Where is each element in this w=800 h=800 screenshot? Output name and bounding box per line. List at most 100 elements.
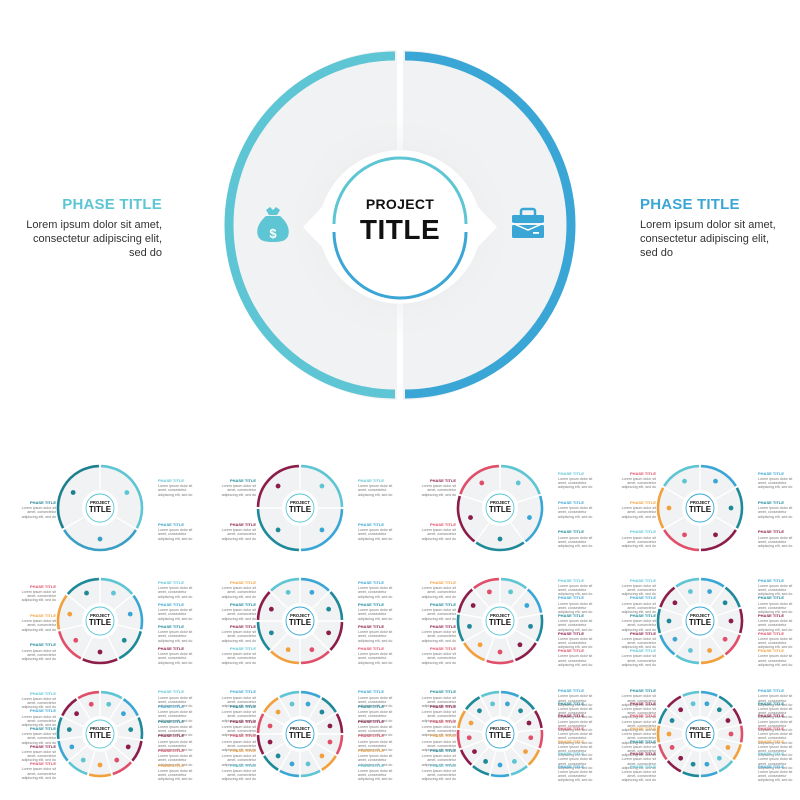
- thumbnail-center-title: PROJECT TITLE: [80, 500, 120, 514]
- phase-icon: [722, 636, 728, 642]
- phase-description: Lorem ipsum dolor sit amet, consectetur …: [421, 608, 456, 621]
- phase-title: PHASE TITLE: [29, 583, 56, 589]
- thumbnail-phase-label: PHASE TITLE Lorem ipsum dolor sit amet, c…: [758, 764, 798, 783]
- phase-title: PHASE TITLE: [29, 761, 56, 767]
- center-line1: PROJECT: [490, 500, 510, 505]
- phase-icon: [672, 600, 678, 606]
- phase-icon: [275, 753, 281, 759]
- thumbnail-diagram: [656, 690, 744, 778]
- phase-title: PHASE TITLE: [558, 630, 585, 636]
- phase-icon: [309, 589, 315, 595]
- thumbnail-diagram: [256, 577, 344, 665]
- phase-description: Lorem ipsum dolor sit amet, consectetur …: [758, 619, 793, 632]
- phase-icon: [704, 761, 710, 767]
- phase-icon: [669, 745, 675, 750]
- thumbnail-phase-label: PHASE TITLE Lorem ipsum dolor sit amet, c…: [16, 691, 56, 710]
- thumbnail-phase-label: PHASE TITLE Lorem ipsum dolor sit amet, c…: [758, 701, 798, 720]
- thumbnail-phase-label: PHASE TITLE Lorem ipsum dolor sit amet, c…: [558, 578, 598, 597]
- thumbnail-10-phases[interactable]: PROJECT TITLE PHASE TITLE Lorem ipsum dolor…: [600, 568, 800, 680]
- phase-icon: [327, 723, 333, 729]
- phase-icon: [319, 709, 325, 715]
- phase-description: Lorem ipsum dolor sit amet, consectetur …: [758, 744, 793, 758]
- phase-description: Lorem ipsum dolor sit amet, consectetur …: [158, 652, 193, 665]
- center-badge: [303, 150, 497, 304]
- thumbnail-13-phases[interactable]: PROJECT TITLE PHASE TITLE Lorem ipsum dolor…: [400, 681, 600, 793]
- thumbnail-diagram: [256, 464, 344, 552]
- thumbnail-9-phases[interactable]: PROJECT TITLE PHASE TITLE Lorem ipsum dolor…: [400, 568, 600, 680]
- thumbnail-diagram: [56, 577, 144, 665]
- thumbnail-phase-label: PHASE TITLE Lorem ipsum dolor sit amet, c…: [558, 530, 598, 548]
- phase-icon: [326, 630, 332, 636]
- phase-title: PHASE TITLE: [29, 743, 56, 749]
- phase-icon: [728, 505, 734, 511]
- phase-title: PHASE TITLE: [758, 648, 785, 654]
- phase-icon: [713, 478, 718, 484]
- phase-icon: [73, 637, 79, 643]
- thumbnail-11-phases[interactable]: PROJECT TITLE PHASE TITLE Lorem ipsum dolor…: [0, 681, 200, 793]
- thumbnail-14-phases[interactable]: PROJECT TITLE PHASE TITLE Lorem ipsum dolor…: [600, 681, 800, 793]
- phase-icon: [688, 648, 693, 653]
- thumbnail-phase-label: PHASE TITLE Lorem ipsum dolor sit amet, c…: [558, 500, 598, 519]
- phase-description: Lorem ipsum dolor sit amet, consectetur …: [358, 528, 393, 541]
- phase-icon: [688, 589, 693, 594]
- phase-title: PHASE TITLE: [358, 762, 385, 768]
- thumbnail-center-title: PROJECT TITLE: [280, 726, 320, 740]
- phase-title: PHASE TITLE: [558, 500, 585, 505]
- phase-icon: [275, 527, 281, 533]
- thumbnail-phase-label: PHASE TITLE Lorem ipsum dolor sit amet, c…: [616, 530, 656, 548]
- thumbnail-7-phases[interactable]: PROJECT TITLE PHASE TITLE Lorem ipsum dolor…: [0, 568, 200, 680]
- phase-description: Lorem ipsum dolor sit amet, consectetur …: [21, 697, 56, 710]
- phase-title: PHASE TITLE: [158, 762, 185, 768]
- phase-icon: [88, 701, 94, 707]
- thumbnail-center-title: PROJECT TITLE: [80, 613, 120, 627]
- phase-icon: [672, 636, 678, 642]
- phase-icon: [267, 723, 273, 729]
- phase-description: Lorem ipsum dolor sit amet, consectetur …: [758, 757, 793, 770]
- phase-icon: [666, 618, 672, 624]
- thumbnail-phase-label: PHASE TITLE Lorem ipsum dolor sit amet, c…: [216, 478, 256, 497]
- phase-title: PHASE TITLE: [229, 624, 256, 629]
- phase-icon: [468, 515, 473, 520]
- phase-title: PHASE TITLE: [158, 646, 185, 651]
- center-line1: PROJECT: [690, 726, 710, 731]
- thumbnail-phase-label: PHASE TITLE Lorem ipsum dolor sit amet, c…: [358, 734, 398, 752]
- phase-description: Lorem ipsum dolor sit amet, consectetur …: [221, 484, 256, 497]
- phase-icon: [289, 761, 295, 767]
- phase-description: Lorem ipsum dolor sit amet, consectetur …: [558, 654, 593, 667]
- phase-icon: [517, 642, 523, 648]
- thumbnail-phase-label: PHASE TITLE Lorem ipsum dolor sit amet, c…: [358, 522, 398, 541]
- phase-description: Lorem ipsum dolor sit amet, consectetur …: [621, 584, 656, 597]
- phase-icon: [472, 749, 477, 755]
- phase-icon: [319, 527, 325, 533]
- phase-icon: [127, 611, 133, 617]
- thumbnail-5-phases[interactable]: PROJECT TITLE PHASE TITLE Lorem ipsum dolor…: [400, 455, 600, 567]
- thumbnail-4-phases[interactable]: PROJECT TITLE PHASE TITLE Lorem ipsum dolor…: [200, 455, 400, 567]
- phase-icon: [125, 744, 131, 750]
- phase-icon: [80, 757, 86, 763]
- phase-description: Lorem ipsum dolor sit amet, consectetur …: [758, 476, 793, 490]
- phase-icon: [121, 637, 127, 643]
- phase-title: PHASE TITLE: [558, 738, 585, 744]
- thumbnail-12-phases[interactable]: PROJECT TITLE PHASE TITLE Lorem ipsum dolor…: [200, 681, 400, 793]
- thumbnail-3-phases[interactable]: PROJECT TITLE PHASE TITLE Lorem ipsum dolor…: [0, 455, 200, 567]
- phase-description: Lorem ipsum dolor sit amet, consectetur …: [158, 630, 193, 643]
- phase-description: Lorem ipsum dolor sit amet, consectetur …: [358, 768, 393, 782]
- phase-description: Lorem ipsum dolor sit amet, consectetur …: [158, 710, 193, 723]
- phase-description: Lorem ipsum dolor sit amet, consectetur …: [758, 584, 793, 597]
- thumbnail-phase-label: PHASE TITLE Lorem ipsum dolor sit amet, c…: [416, 478, 456, 497]
- thumbnail-diagram: [456, 690, 544, 778]
- thumbnail-phase-label: PHASE TITLE Lorem ipsum dolor sit amet, c…: [216, 690, 256, 708]
- thumbnail-phase-label: PHASE TITLE Lorem ipsum dolor sit amet, c…: [758, 739, 798, 758]
- thumbnail-diagram: [456, 464, 544, 552]
- phase-title: PHASE TITLE: [629, 700, 656, 706]
- phase-description: Lorem ipsum dolor sit amet, consectetur …: [221, 695, 256, 708]
- phase-description: Lorem ipsum dolor sit amet, consectetur …: [558, 744, 593, 758]
- center-line2: TITLE: [488, 505, 512, 514]
- phase-icon: [690, 761, 696, 767]
- phase-icon: [523, 749, 528, 755]
- phase-icon: [666, 505, 672, 511]
- thumbnail-phase-label: PHASE TITLE Lorem ipsum dolor sit amet, c…: [16, 500, 56, 519]
- thumbnail-8-phases[interactable]: PROJECT TITLE PHASE TITLE Lorem ipsum dolor…: [200, 568, 400, 680]
- thumbnail-6-phases[interactable]: PROJECT TITLE PHASE TITLE Lorem ipsum dolor…: [600, 455, 800, 567]
- phase-icon: [97, 649, 103, 655]
